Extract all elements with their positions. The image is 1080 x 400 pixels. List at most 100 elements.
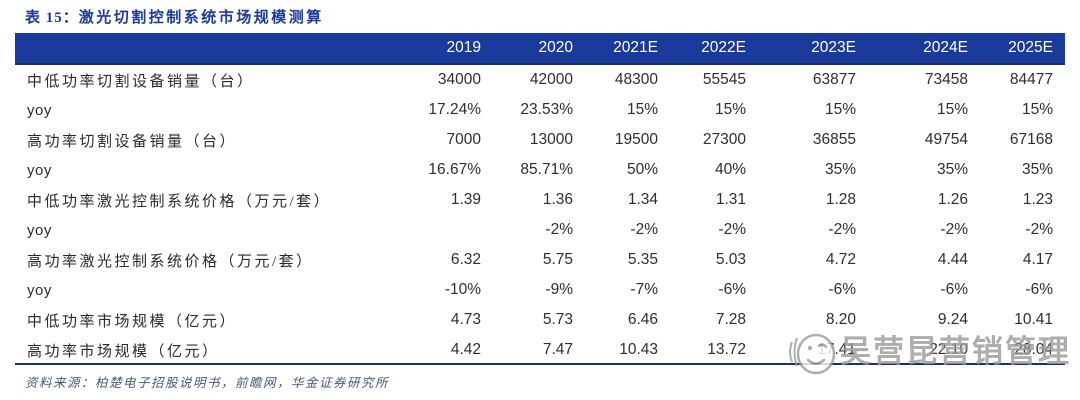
table-row: yoy -10% -9% -7% -6% -6% -6% -6% <box>15 275 1065 305</box>
row-label: 中低功率市场规模（亿元） <box>27 313 238 330</box>
cell: 13000 <box>529 131 573 148</box>
cell: 49754 <box>924 131 968 148</box>
cell: -2% <box>630 221 658 238</box>
cell: 4.42 <box>450 341 481 358</box>
cell: -6% <box>940 281 968 298</box>
row-label: yoy <box>27 281 52 299</box>
year-header: 2023E <box>758 33 868 65</box>
cell: -6% <box>718 281 746 298</box>
row-label: 高功率切割设备销量（台） <box>27 133 238 150</box>
cell: 5.75 <box>542 251 573 268</box>
cell: 50% <box>626 161 658 178</box>
table-number-label: 表 15： <box>25 10 79 26</box>
cell: 6.32 <box>450 251 481 268</box>
row-label: 高功率市场规模（亿元） <box>27 343 220 360</box>
cell: 5.03 <box>715 251 746 268</box>
cell: 84477 <box>1009 71 1053 88</box>
year-header: 2021E <box>585 33 670 65</box>
cell: 15% <box>936 101 968 118</box>
cell: 6.46 <box>627 311 658 328</box>
cell: -6% <box>1025 281 1053 298</box>
cell: -2% <box>1025 221 1053 238</box>
cell: 17.24% <box>428 101 481 118</box>
cell: 27300 <box>702 131 746 148</box>
cell: 4.72 <box>825 251 856 268</box>
cell: -6% <box>828 281 856 298</box>
cell: 35% <box>1021 161 1053 178</box>
cell: 15% <box>824 101 856 118</box>
row-label: yoy <box>27 221 52 239</box>
table-header-row: 2019 2020 2021E 2022E 2023E 2024E 2025E <box>15 33 1065 65</box>
cell: 85.71% <box>520 161 573 178</box>
cell: 9.24 <box>937 311 968 328</box>
year-header: 2020 <box>493 33 585 65</box>
cell: -9% <box>545 281 573 298</box>
cell: -2% <box>828 221 856 238</box>
cell: 1.23 <box>1022 191 1053 208</box>
cell: -7% <box>630 281 658 298</box>
cell: 34000 <box>437 71 481 88</box>
cell: 15% <box>714 101 746 118</box>
cell: 15% <box>1021 101 1053 118</box>
row-label: yoy <box>27 101 52 119</box>
cell: 10.41 <box>1014 311 1053 328</box>
source-note: 资料来源：柏楚电子招股说明书，前瞻网，华金证券研究所 <box>25 376 390 390</box>
cell: -2% <box>718 221 746 238</box>
cell: 73458 <box>924 71 968 88</box>
row-label: 中低功率切割设备销量（台） <box>27 73 255 90</box>
cell: 55545 <box>702 71 746 88</box>
cell: 1.39 <box>450 191 481 208</box>
cell: 10.43 <box>619 341 658 358</box>
year-header: 2019 <box>417 33 493 65</box>
table-title-text: 激光切割控制系统市场规模测算 <box>78 10 324 26</box>
year-header: 2024E <box>868 33 980 65</box>
table-row: yoy 17.24% 23.53% 15% 15% 15% 15% 15% <box>15 95 1065 125</box>
cell: 28.04 <box>1014 341 1053 358</box>
cell: 17.41 <box>817 341 856 358</box>
year-header: 2025E <box>980 33 1065 65</box>
cell: 7.28 <box>715 311 746 328</box>
cell: 23.53% <box>520 101 573 118</box>
cell: 48300 <box>614 71 658 88</box>
cell: 7.47 <box>542 341 573 358</box>
cell: 1.28 <box>825 191 856 208</box>
cell: 35% <box>824 161 856 178</box>
cell: 36855 <box>812 131 856 148</box>
year-header: 2022E <box>670 33 758 65</box>
cell: 67168 <box>1009 131 1053 148</box>
cell: 16.67% <box>428 161 481 178</box>
cell: -10% <box>444 281 481 298</box>
cell: 4.44 <box>937 251 968 268</box>
cell: 40% <box>714 161 746 178</box>
market-size-table: 2019 2020 2021E 2022E 2023E 2024E 2025E 中低功率切割… <box>15 33 1065 365</box>
cell: 8.20 <box>825 311 856 328</box>
cell: 19500 <box>614 131 658 148</box>
row-label: yoy <box>27 161 52 179</box>
table-row: 中低功率切割设备销量（台） 34000 42000 48300 55545 63877 73… <box>15 64 1065 95</box>
cell: 7000 <box>446 131 481 148</box>
cell: 1.26 <box>937 191 968 208</box>
row-label-header <box>15 33 417 65</box>
table-row: yoy -2% -2% -2% -2% -2% -2% <box>15 215 1065 245</box>
cell: 1.31 <box>715 191 746 208</box>
cell: 1.34 <box>627 191 658 208</box>
row-label: 高功率激光控制系统价格（万元/套） <box>27 253 314 270</box>
cell: 35% <box>936 161 968 178</box>
table-bottom-rule <box>15 363 1065 365</box>
cell: 22.10 <box>929 341 968 358</box>
row-label: 中低功率激光控制系统价格（万元/套） <box>27 193 332 210</box>
cell: 1.36 <box>542 191 573 208</box>
cell: -2% <box>545 221 573 238</box>
table-row: 中低功率激光控制系统价格（万元/套） 1.39 1.36 1.34 1.31 1.28 1.… <box>15 185 1065 215</box>
cell: 4.17 <box>1022 251 1053 268</box>
table-row: 高功率市场规模（亿元） 4.42 7.47 10.43 13.72 17.41 22.10 2… <box>15 335 1065 365</box>
cell: 63877 <box>812 71 856 88</box>
cell <box>417 215 493 245</box>
table-row: 中低功率市场规模（亿元） 4.73 5.73 6.46 7.28 8.20 9.24 10.4… <box>15 305 1065 335</box>
table-title: 表 15：激光切割控制系统市场规模测算 <box>25 6 324 27</box>
table-row: yoy 16.67% 85.71% 50% 40% 35% 35% 35% <box>15 155 1065 185</box>
cell: 13.72 <box>707 341 746 358</box>
table-row: 高功率切割设备销量（台） 7000 13000 19500 27300 36855 4975… <box>15 125 1065 155</box>
cell: 15% <box>626 101 658 118</box>
